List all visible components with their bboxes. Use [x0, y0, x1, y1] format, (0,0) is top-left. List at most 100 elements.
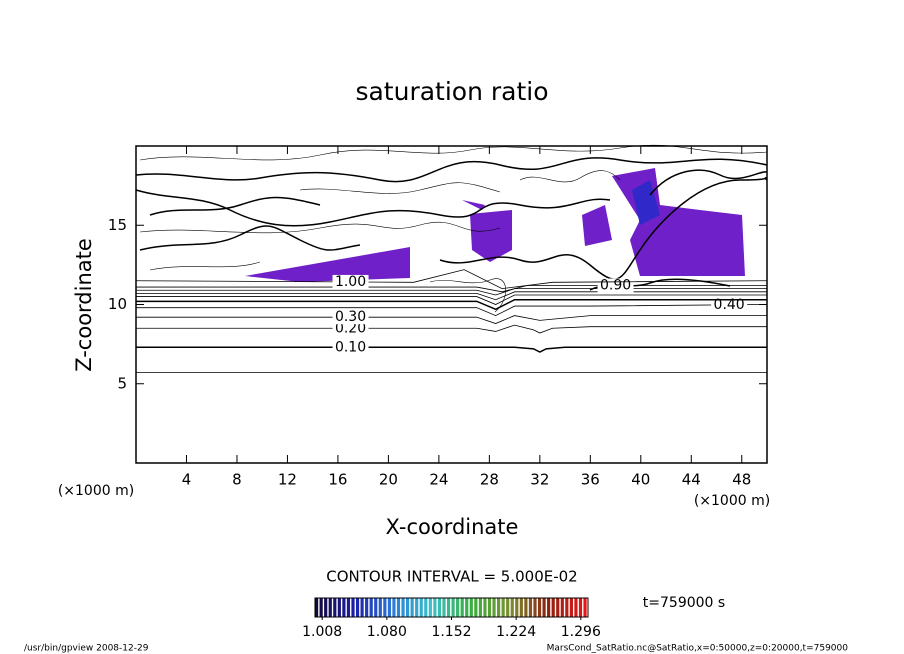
colorbar-swatch — [487, 598, 492, 617]
x-tick-label: 4 — [182, 471, 192, 489]
colorbar-swatch — [396, 598, 401, 617]
colorbar-swatch — [528, 598, 533, 617]
colorbar-swatch — [451, 598, 455, 617]
colorbar-swatch — [419, 598, 423, 617]
y-axis-label: Z-coordinate — [72, 238, 96, 372]
y-tick-label: 15 — [108, 216, 127, 234]
colorbar-swatch — [501, 598, 505, 617]
chart-title: saturation ratio — [355, 77, 548, 106]
contour-decor — [139, 221, 501, 234]
contour-label: 0.30 — [335, 309, 366, 325]
contour-decor — [139, 225, 361, 251]
contour-line — [136, 346, 767, 353]
colorbar-swatch — [578, 598, 583, 617]
colorbar-swatch — [437, 598, 442, 617]
x-unit: (×1000 m) — [694, 493, 770, 509]
colorbar-swatch — [560, 598, 564, 617]
footer-right: MarsCond_SatRatio.nc@SatRatio,x=0:50000,… — [547, 644, 849, 654]
contour-decor — [149, 196, 321, 216]
colorbar-swatch — [542, 598, 546, 617]
colorbar-swatch — [337, 598, 341, 617]
colorbar-swatch — [474, 598, 478, 617]
colorbar-swatch — [519, 598, 523, 617]
colorbar-swatch — [365, 598, 369, 617]
colorbar-swatch — [469, 598, 473, 617]
contour-label-bg — [711, 297, 748, 312]
colorbar-swatch — [319, 598, 323, 617]
footer-left: /usr/bin/gpview 2008-12-29 — [24, 644, 149, 654]
supersaturated-region — [462, 200, 485, 210]
colorbar-swatch — [574, 598, 578, 617]
supersaturated-region — [470, 210, 512, 262]
x-tick-label: 12 — [278, 471, 297, 489]
colorbar-swatch — [510, 598, 514, 617]
colorbar-swatch — [478, 598, 482, 617]
colorbar-swatch — [328, 598, 332, 617]
contour-line — [136, 324, 767, 334]
colorbar-tick-label: 1.152 — [431, 624, 471, 640]
x-tick-label: 36 — [581, 471, 600, 489]
colorbar-tick-label: 1.008 — [302, 624, 342, 640]
contour-label-bg — [332, 310, 369, 325]
colorbar-swatch — [392, 598, 396, 617]
colorbar-swatch — [492, 598, 496, 617]
contour-label: 1.00 — [335, 274, 366, 290]
x-tick-label: 28 — [480, 471, 499, 489]
colorbar-swatch — [497, 598, 501, 617]
colorbar-swatch — [401, 598, 405, 617]
colorbar-swatch — [565, 598, 569, 617]
colorbar-tick-label: 1.080 — [367, 624, 407, 640]
colorbar-swatch — [406, 598, 410, 617]
contour-decor — [429, 278, 506, 313]
supersaturated-region — [245, 247, 410, 282]
x-tick-label: 16 — [328, 471, 347, 489]
contour-label: 0.40 — [714, 297, 745, 313]
x-tick-label: 20 — [379, 471, 398, 489]
x-tick-label: 24 — [429, 471, 448, 489]
colorbar-swatch — [537, 598, 542, 617]
y-tick-label: 5 — [117, 374, 127, 392]
colorbar-swatch — [551, 598, 555, 617]
contour-line — [136, 298, 767, 311]
colorbar-swatch — [446, 598, 451, 617]
y-unit: (×1000 m) — [58, 483, 134, 499]
colorbar-swatch — [583, 598, 587, 617]
contour-label-bg — [332, 340, 369, 355]
colorbar-swatch — [465, 598, 469, 617]
colorbar-swatch — [515, 598, 519, 617]
contour-decor — [135, 157, 768, 183]
colorbar-swatch — [315, 598, 319, 617]
contour-label-bg — [332, 274, 369, 289]
colorbar-swatch — [533, 598, 537, 617]
contour-line — [136, 294, 767, 305]
colorbar-swatch — [369, 598, 373, 617]
colorbar-swatch — [346, 598, 351, 617]
time-label: t=759000 s — [643, 595, 725, 611]
colorbar-swatch — [428, 598, 432, 617]
colorbar-swatch — [460, 598, 464, 617]
contour-interval: CONTOUR INTERVAL = 5.000E-02 — [326, 568, 577, 586]
supersaturated-region — [582, 205, 612, 246]
colorbar-swatch — [483, 598, 487, 617]
colorbar-swatch — [524, 598, 528, 617]
colorbar-swatch — [415, 598, 419, 617]
colorbar-swatch — [324, 598, 328, 617]
colorbar-swatch — [333, 598, 337, 617]
colorbar-swatch — [378, 598, 382, 617]
colorbar-swatch — [360, 598, 364, 617]
contour-line — [136, 304, 768, 317]
colorbar-swatch — [374, 598, 378, 617]
contour-decor — [149, 261, 261, 271]
colorbar-swatch — [424, 598, 428, 617]
colorbar-tick-label: 1.224 — [496, 624, 536, 640]
colorbar-swatch — [383, 598, 387, 617]
x-tick-label: 44 — [682, 471, 701, 489]
colorbar-swatch — [387, 598, 391, 617]
contour-label: 0.20 — [335, 320, 366, 336]
colorbar-swatch — [506, 598, 510, 617]
contour-decor — [439, 177, 768, 280]
colorbar-swatch — [547, 598, 551, 617]
colorbar-swatch — [433, 598, 437, 617]
contour-decor — [299, 182, 501, 194]
